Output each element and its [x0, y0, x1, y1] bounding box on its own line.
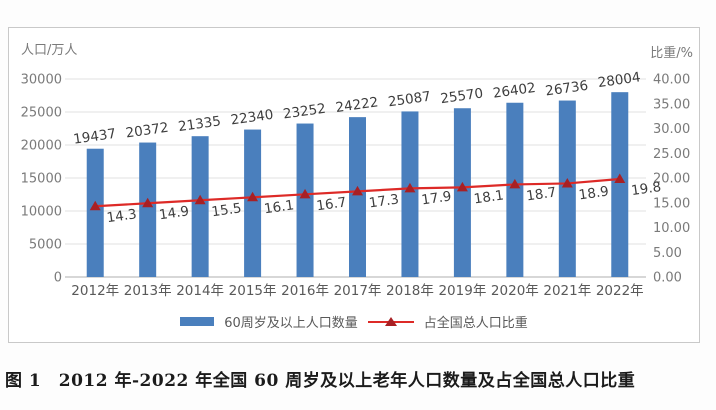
- line-value-label: 18.7: [525, 184, 557, 204]
- left-axis-tick: 20000: [21, 139, 62, 154]
- combo-chart: 人口/万人 比重/% 30000 25000 20000 15000 10000 5000 0 4…: [21, 43, 693, 299]
- bar: [296, 123, 314, 277]
- x-axis-category-label: 2014年: [176, 283, 224, 299]
- figure-caption: 图 1 2012 年-2022 年全国 60 周岁及以上老年人口数量及占全国总人…: [5, 371, 636, 391]
- x-axis-category-label: 2013年: [124, 283, 172, 299]
- triangle-marker-icon: [614, 173, 626, 183]
- chart-panel: 人口/万人 比重/% 30000 25000 20000 15000 10000 5000 0 4…: [8, 27, 700, 343]
- bar: [244, 129, 262, 277]
- x-axis-category-label: 2021年: [543, 283, 591, 299]
- right-axis-tick: 35.00: [653, 97, 690, 112]
- bar-value-label: 24222: [335, 94, 380, 116]
- legend-line-marker-icon: [367, 316, 414, 328]
- line-value-label: 19.8: [630, 179, 662, 199]
- line-value-label: 14.3: [106, 206, 138, 226]
- triangle-marker-icon: [509, 178, 521, 189]
- right-axis-tick: 40.00: [653, 73, 690, 88]
- left-axis-tick: 25000: [21, 106, 62, 121]
- legend-label-bars: 60周岁及以上人口数量: [224, 316, 358, 331]
- triangle-marker-icon: [404, 182, 416, 193]
- line-value-label: 18.9: [578, 183, 610, 203]
- bar-value-label: 25570: [439, 85, 484, 107]
- bar-value-label: 26736: [544, 78, 589, 100]
- x-axis-category-label: 2017年: [334, 283, 382, 299]
- triangle-marker-icon: [456, 181, 468, 192]
- line-value-label: 17.3: [368, 191, 400, 211]
- triangle-marker-icon: [89, 200, 101, 211]
- chart-legend: 60周岁及以上人口数量 占全国总人口比重: [9, 312, 699, 331]
- x-axis-category-label: 2019年: [438, 283, 486, 299]
- x-axis-category-label: 2012年: [71, 283, 119, 299]
- line-value-label: 17.9: [420, 188, 452, 208]
- bar: [349, 117, 366, 278]
- legend-bar-swatch-icon: [180, 317, 215, 326]
- line-value-label: 14.9: [158, 203, 190, 223]
- bar-value-label: 23252: [282, 101, 327, 123]
- line-value-label: 16.1: [263, 197, 295, 217]
- x-axis-category-label: 2022年: [596, 283, 644, 299]
- triangle-marker-icon: [352, 185, 363, 196]
- right-axis-tick: 10.00: [653, 221, 690, 236]
- line-value-label: 16.7: [315, 194, 347, 214]
- x-axis-category-label: 2015年: [229, 283, 277, 299]
- bar: [401, 111, 419, 277]
- left-axis-tick: 0: [54, 271, 62, 286]
- legend-label-line: 占全国总人口比重: [423, 316, 528, 331]
- line-value-label: 15.5: [211, 200, 243, 220]
- right-axis-tick: 20.00: [653, 172, 690, 187]
- bar-value-label: 25087: [387, 89, 432, 111]
- triangle-marker-icon: [194, 194, 206, 205]
- left-axis-tick: 5000: [29, 238, 62, 253]
- bar: [86, 148, 104, 277]
- right-axis-tick: 5.00: [653, 246, 682, 261]
- legend-triangle-marker-icon: [384, 316, 397, 326]
- triangle-marker-icon: [561, 177, 573, 188]
- left-axis-tick: 15000: [21, 172, 62, 187]
- bar-value-label: 19437: [72, 126, 117, 148]
- right-axis-tick: 30.00: [653, 122, 690, 137]
- left-axis-title: 人口/万人: [21, 43, 77, 58]
- bar: [611, 92, 629, 277]
- right-axis-tick: 15.00: [653, 196, 690, 211]
- right-axis-tick: 25.00: [653, 147, 690, 162]
- triangle-marker-icon: [142, 197, 154, 208]
- line-value-label: 18.1: [473, 187, 505, 207]
- x-axis-category-label: 2018年: [386, 283, 434, 299]
- bar: [558, 100, 576, 278]
- bar-value-label: 21335: [177, 113, 222, 135]
- x-axis-category-label: 2020年: [491, 283, 539, 299]
- bar-value-label: 20372: [125, 120, 170, 142]
- left-axis-tick: 10000: [21, 205, 62, 220]
- x-axis-category-label: 2016年: [281, 283, 329, 299]
- bar-value-label: 26402: [492, 80, 537, 102]
- right-axis-title: 比重/%: [650, 45, 693, 61]
- bar: [139, 142, 157, 277]
- triangle-marker-icon: [299, 188, 311, 199]
- left-axis-tick: 30000: [21, 73, 62, 88]
- bar-value-label: 22340: [230, 107, 275, 129]
- bar: [506, 102, 524, 278]
- bar-value-label: 28004: [597, 69, 642, 91]
- right-axis-tick: 0.00: [653, 271, 682, 286]
- bar: [453, 108, 471, 277]
- bar: [191, 136, 209, 277]
- triangle-marker-icon: [247, 191, 259, 202]
